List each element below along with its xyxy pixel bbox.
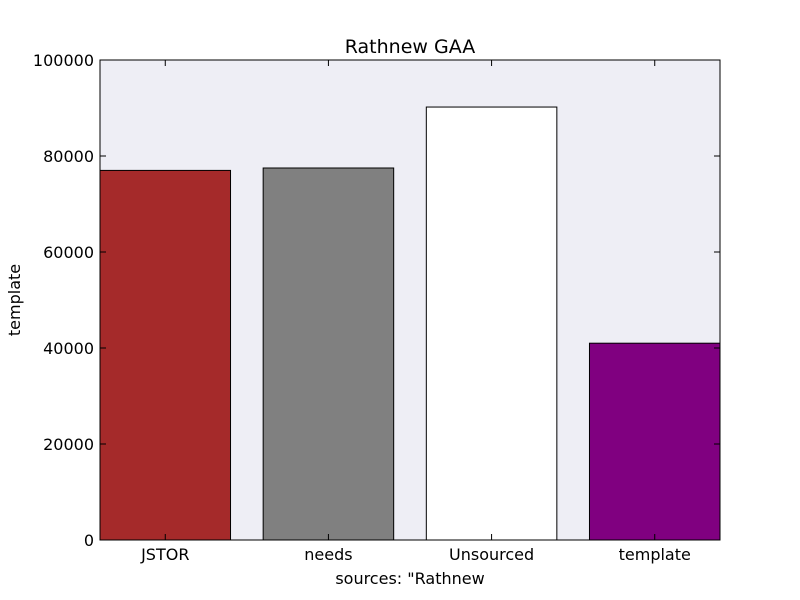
bar-unsourced [425,106,558,541]
chart-title: Rathnew GAA [345,36,475,58]
y-axis-ticks: 0 20000 40000 60000 80000 100000 [33,51,720,550]
bars-group [99,106,721,541]
y-tick-label: 40000 [43,339,94,358]
x-tick-label: Unsourced [449,545,534,564]
bar-jstor [99,169,232,541]
bar-template [588,342,721,541]
y-tick-label: 80000 [43,147,94,166]
y-tick-label: 60000 [43,243,94,262]
x-tick-label: needs [304,545,352,564]
y-axis-label: template [5,264,24,336]
y-tick-label: 20000 [43,435,94,454]
plot-area-frame [99,59,721,541]
y-tick-label: 100000 [33,51,94,70]
x-axis-label: sources: "Rathnew [335,569,484,588]
x-tick-label: JSTOR [140,545,189,564]
x-axis-ticks: JSTOR needs Unsourced template [140,60,691,564]
bar-needs [262,167,395,541]
x-tick-label: template [619,545,691,564]
y-tick-label: 0 [84,531,94,550]
